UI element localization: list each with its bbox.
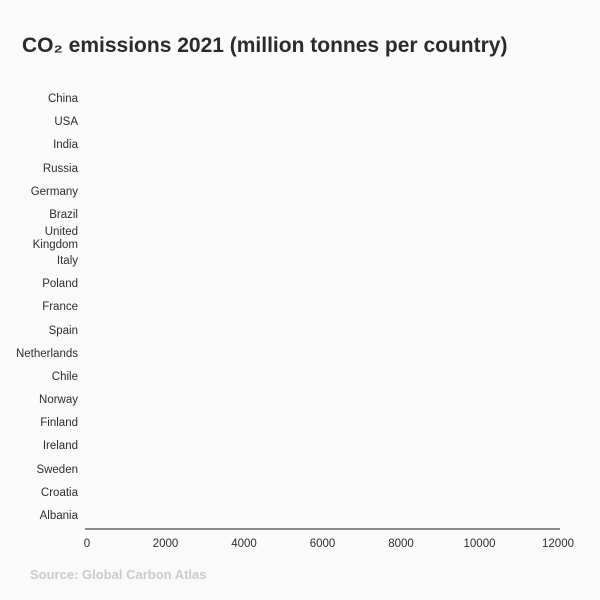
category-label: Sweden [36,463,78,476]
chart-title: CO₂ emissions 2021 (million tonnes per c… [22,34,508,57]
y-axis-category-labels: China USA India Russia Germany Brazil United K… [0,88,78,528]
category-label: France [42,301,78,314]
category-label: Chile [51,370,78,383]
source-note: Source: Global Carbon Atlas [30,567,207,582]
category-label: Spain [48,324,78,337]
x-axis-line [85,528,560,530]
x-axis-tick-label: 6000 [309,538,336,550]
category-label: Germany [30,185,78,198]
x-axis-tick-label: 0 [83,538,91,550]
category-label: Ireland [42,440,78,453]
category-label: United Kingdom [32,225,78,251]
category-label: Brazil [49,208,78,221]
category-label: Albania [39,509,78,522]
category-label: Italy [56,255,78,268]
category-label: Poland [42,278,78,291]
x-axis-tick-label: 12000 [542,538,574,550]
category-label: Croatia [40,486,78,499]
x-axis-tick-label: 4000 [231,538,257,550]
x-axis-tick-label: 8000 [388,538,414,550]
category-label: Finland [40,417,78,430]
category-label: Russia [42,162,78,175]
category-label: India [53,139,78,152]
x-axis-tick-labels: 0 2000 4000 6000 8000 10000 12000 [0,538,600,554]
category-label: Netherlands [15,347,78,360]
category-label: USA [54,116,78,129]
x-axis-tick-label: 2000 [152,538,179,550]
plot-area [85,88,560,528]
category-label: Norway [39,394,78,407]
x-axis-tick-label: 10000 [463,538,496,550]
category-label: China [47,93,78,106]
